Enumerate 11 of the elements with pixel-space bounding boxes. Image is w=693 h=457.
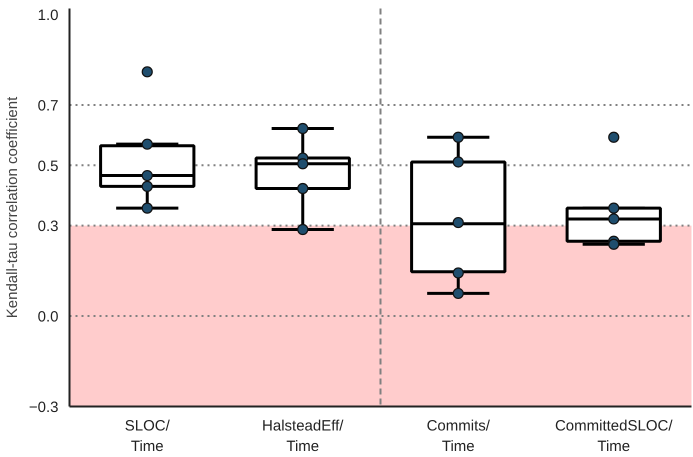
y-tick-label: 0.3 — [38, 218, 59, 236]
y-tick-label: 0.5 — [38, 158, 59, 175]
y-axis-title: Kendall-tau correlation coefficient — [4, 96, 21, 318]
y-tick-label: 0.0 — [38, 308, 59, 326]
y-tick-label: 0.7 — [38, 97, 59, 114]
x-tick-label: SLOC/ Time — [124, 418, 171, 455]
x-tick-label: CommittedSLOC/ Time — [554, 418, 674, 455]
x-tick-label: HalsteadEff/ Time — [262, 418, 344, 455]
y-tick-label: −0.3 — [28, 399, 59, 416]
y-tick-label: 1.0 — [38, 7, 59, 24]
x-tick-label: Commits/ Time — [426, 418, 491, 455]
